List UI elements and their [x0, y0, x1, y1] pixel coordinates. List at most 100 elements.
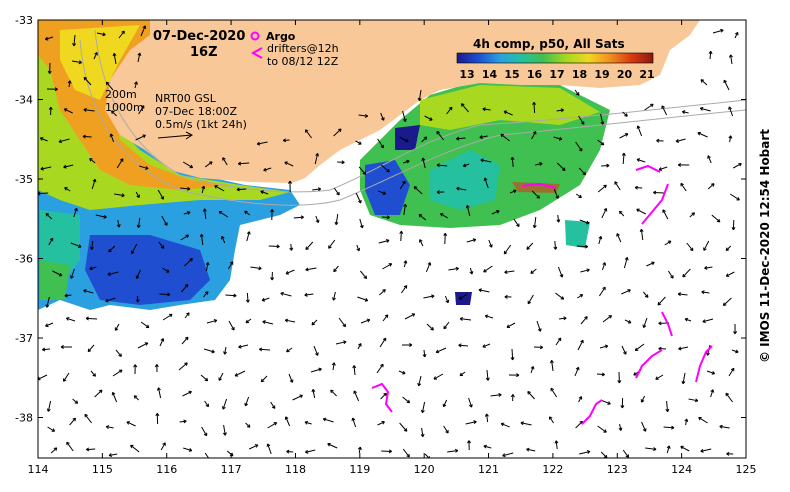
velocity-arrow — [483, 177, 489, 189]
velocity-arrow — [456, 136, 466, 141]
velocity-arrow — [634, 343, 645, 352]
argo-icon — [250, 31, 260, 41]
velocity-arrow — [703, 240, 710, 251]
velocity-arrow — [426, 323, 434, 331]
velocity-arrow — [506, 322, 516, 328]
velocity-arrow — [73, 207, 78, 218]
velocity-arrow — [60, 344, 73, 349]
velocity-arrow — [63, 372, 70, 382]
velocity-arrow — [270, 271, 275, 281]
velocity-arrow — [553, 188, 560, 199]
velocity-arrow — [399, 230, 404, 242]
velocity-arrow — [597, 425, 607, 433]
velocity-arrow — [446, 106, 453, 115]
velocity-arrow — [500, 133, 510, 142]
velocity-arrow — [616, 233, 622, 243]
velocity-arrow — [183, 210, 191, 215]
velocity-arrow — [234, 370, 246, 377]
velocity-arrow — [333, 265, 339, 273]
velocity-arrow — [417, 89, 422, 102]
colorbar-tick-label: 17 — [549, 68, 564, 81]
drifter-icon — [250, 47, 263, 59]
velocity-arrow — [327, 442, 338, 449]
velocity-arrow — [130, 243, 138, 255]
velocity-arrow — [114, 323, 120, 331]
velocity-arrow — [245, 292, 250, 303]
velocity-arrow — [624, 319, 632, 324]
velocity-arrow — [577, 339, 584, 351]
velocity-arrow — [708, 50, 713, 60]
velocity-arrow — [357, 343, 362, 350]
velocity-arrow — [601, 262, 607, 271]
velocity-arrow — [286, 449, 294, 454]
velocity-arrow — [226, 450, 234, 457]
velocity-arrow — [158, 241, 165, 249]
velocity-arrow — [634, 185, 643, 190]
velocity-arrow — [328, 239, 336, 249]
velocity-arrow — [135, 191, 140, 198]
velocity-arrow — [621, 289, 631, 295]
velocity-arrow — [310, 367, 322, 373]
velocity-arrow — [602, 315, 612, 323]
velocity-arrow — [200, 374, 209, 382]
velocity-arrow — [181, 336, 189, 345]
bathymetry-contours — [79, 29, 746, 206]
velocity-arrow — [89, 158, 96, 164]
velocity-arrow — [293, 215, 304, 220]
velocity-arrow — [357, 296, 369, 302]
velocity-arrow — [285, 269, 295, 275]
velocity-arrow — [107, 271, 119, 276]
velocity-arrow — [513, 218, 520, 228]
velocity-arrow — [503, 110, 513, 116]
velocity-arrow — [399, 422, 408, 432]
velocity-arrow — [263, 167, 272, 172]
velocity-arrow — [305, 449, 316, 454]
velocity-arrow — [105, 297, 116, 303]
colorbar-title: 4h comp, p50, All Sats — [473, 37, 625, 51]
velocity-arrow — [116, 158, 124, 169]
velocity-arrow — [330, 389, 337, 397]
velocity-arrow — [443, 321, 450, 330]
velocity-arrow — [484, 314, 494, 319]
velocity-arrow — [332, 291, 336, 301]
velocity-arrow — [381, 449, 392, 454]
velocity-arrow — [459, 316, 472, 321]
velocity-arrow — [184, 257, 193, 267]
velocity-arrow — [304, 292, 314, 297]
y-axis: -33 -34 -35 -36 -37 -38 — [15, 14, 746, 425]
velocity-arrow — [644, 103, 654, 111]
x-tick-label: 117 — [221, 463, 242, 476]
velocity-arrow — [504, 270, 515, 274]
velocity-arrow — [245, 422, 251, 428]
velocity-arrow — [482, 343, 491, 348]
velocity-arrow — [93, 52, 98, 60]
velocity-arrow — [484, 413, 489, 423]
velocity-arrow — [403, 159, 410, 164]
velocity-arrow — [442, 399, 448, 408]
velocity-arrow — [723, 79, 730, 91]
velocity-arrow — [621, 345, 627, 355]
velocity-arrow — [333, 187, 340, 196]
velocity-arrow — [72, 34, 77, 47]
velocity-arrow — [662, 209, 669, 220]
velocity-arrow — [48, 237, 54, 246]
velocity-arrow — [503, 244, 512, 255]
velocity-arrow — [483, 444, 492, 449]
velocity-arrow — [531, 131, 537, 140]
velocity-arrow — [436, 163, 448, 168]
velocity-arrow — [280, 291, 292, 297]
velocity-arrow — [684, 317, 692, 322]
velocity-arrow — [109, 133, 115, 143]
velocity-arrow — [530, 366, 535, 374]
velocity-arrow — [478, 288, 490, 293]
velocity-arrow — [268, 244, 280, 249]
velocity-arrow — [220, 235, 226, 244]
drifters-line1: drifters@12h — [267, 42, 339, 55]
velocity-arrow — [531, 190, 540, 199]
x-tick-label: 114 — [28, 463, 49, 476]
velocity-arrow — [108, 453, 118, 457]
velocity-arrow — [458, 343, 469, 348]
velocity-arrow — [225, 293, 237, 298]
velocity-arrow — [728, 367, 735, 377]
velocity-arrow — [331, 362, 336, 371]
